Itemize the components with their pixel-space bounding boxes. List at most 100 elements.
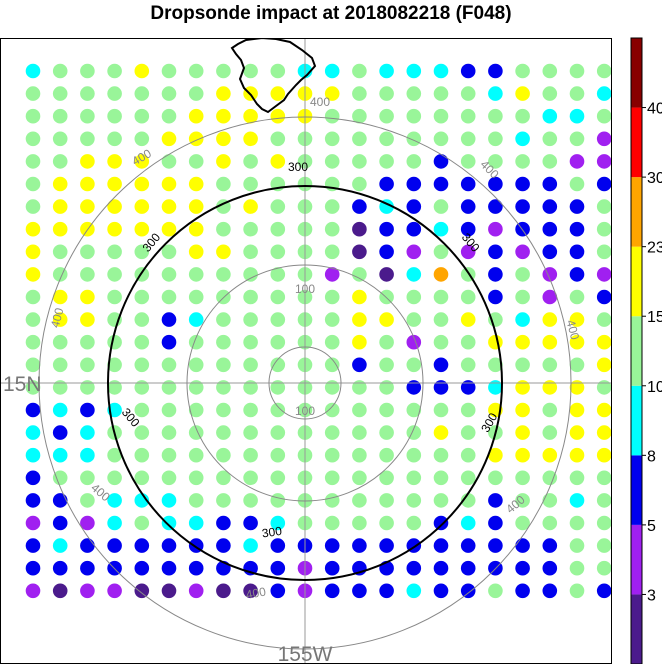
- impact-dot: [107, 86, 122, 101]
- impact-dot: [324, 154, 340, 169]
- colorbar-label: 15: [647, 309, 662, 326]
- impact-dot: [52, 199, 68, 214]
- impact-dot: [25, 334, 41, 350]
- impact-dot: [542, 538, 558, 553]
- impact-dot: [596, 244, 612, 260]
- impact-dot: [52, 176, 68, 192]
- impact-dot: [542, 289, 558, 305]
- impact-dot: [216, 493, 231, 508]
- impact-dot: [488, 334, 503, 350]
- impact-dot: [161, 447, 177, 463]
- impact-dot: [324, 380, 340, 395]
- impact-dot: [52, 289, 68, 305]
- impact-dot: [406, 493, 422, 508]
- impact-dot: [188, 515, 204, 531]
- impact-dot: [25, 154, 41, 169]
- colorbar-segment: [631, 594, 642, 664]
- impact-dot: [569, 334, 585, 350]
- impact-dot: [433, 538, 449, 553]
- impact-dot: [216, 357, 231, 373]
- impact-dot: [161, 334, 177, 350]
- impact-dot: [433, 63, 449, 79]
- colorbar-segment: [631, 385, 642, 456]
- impact-dot: [542, 131, 558, 147]
- impact-dot: [324, 402, 340, 418]
- impact-dot: [134, 176, 150, 192]
- impact-dot: [134, 447, 150, 463]
- impact-dot: [460, 289, 476, 305]
- impact-dot: [569, 221, 585, 237]
- impact-dot: [596, 357, 612, 373]
- impact-dot: [460, 493, 476, 508]
- impact-dot: [515, 176, 530, 192]
- impact-dot: [134, 221, 150, 237]
- impact-dot: [52, 312, 68, 327]
- impact-dot: [488, 244, 503, 260]
- impact-dot: [406, 108, 422, 124]
- impact-dot: [460, 560, 476, 576]
- impact-dot: [25, 560, 41, 576]
- impact-dot: [406, 515, 422, 531]
- impact-dot: [460, 425, 476, 440]
- impact-dot: [433, 560, 449, 576]
- range-ring-label: 400: [48, 306, 67, 329]
- impact-dot: [515, 199, 530, 214]
- impact-dot: [542, 154, 558, 169]
- impact-dot: [134, 357, 150, 373]
- range-ring-400: [38, 116, 572, 650]
- colorbar-label: 23: [647, 240, 662, 257]
- impact-dot: [134, 583, 150, 599]
- impact-dot: [25, 176, 41, 192]
- impact-dot: [406, 244, 422, 260]
- impact-dot: [488, 86, 503, 101]
- range-ring-label: 100: [295, 282, 315, 296]
- impact-dot: [433, 176, 449, 192]
- impact-dot: [488, 199, 503, 214]
- impact-dot: [324, 289, 340, 305]
- impact-dot: [569, 402, 585, 418]
- impact-dot: [25, 515, 41, 531]
- impact-dot: [651, 290, 662, 305]
- impact-dot: [542, 447, 558, 463]
- impact-dot: [161, 154, 177, 169]
- impact-dot: [651, 471, 662, 486]
- impact-dot: [569, 515, 585, 531]
- impact-dot: [651, 493, 662, 508]
- impact-dot: [651, 199, 662, 214]
- impact-dot: [52, 493, 68, 508]
- impact-dot: [25, 538, 41, 553]
- impact-dot: [216, 470, 231, 486]
- impact-dot: [651, 425, 662, 440]
- impact-dot: [379, 515, 394, 531]
- impact-dot: [161, 493, 177, 508]
- colorbar-label: 5: [647, 518, 656, 535]
- impact-dot: [379, 493, 394, 508]
- impact-dot: [651, 335, 662, 350]
- impact-dot: [243, 154, 258, 169]
- impact-dot: [542, 312, 558, 327]
- impact-dot: [243, 176, 258, 192]
- impact-dot: [569, 131, 585, 147]
- impact-dot: [488, 515, 503, 531]
- impact-dot: [433, 199, 449, 214]
- impact-dot: [488, 63, 503, 79]
- impact-dot: [161, 199, 177, 214]
- impact-dot: [406, 380, 422, 395]
- impact-dot: [406, 312, 422, 327]
- impact-dot: [25, 63, 41, 79]
- impact-dot: [270, 289, 286, 305]
- impact-dot: [243, 380, 258, 395]
- impact-dot: [107, 357, 122, 373]
- impact-dot: [460, 244, 476, 260]
- impact-dot: [352, 289, 367, 305]
- impact-dot: [134, 244, 150, 260]
- impact-dot: [243, 402, 258, 418]
- impact-dot: [406, 402, 422, 418]
- impact-dot: [379, 176, 394, 192]
- impact-dot: [188, 199, 204, 214]
- impact-dot: [161, 244, 177, 260]
- impact-dot: [460, 312, 476, 327]
- impact-dot: [107, 538, 122, 553]
- impact-dot: [161, 108, 177, 124]
